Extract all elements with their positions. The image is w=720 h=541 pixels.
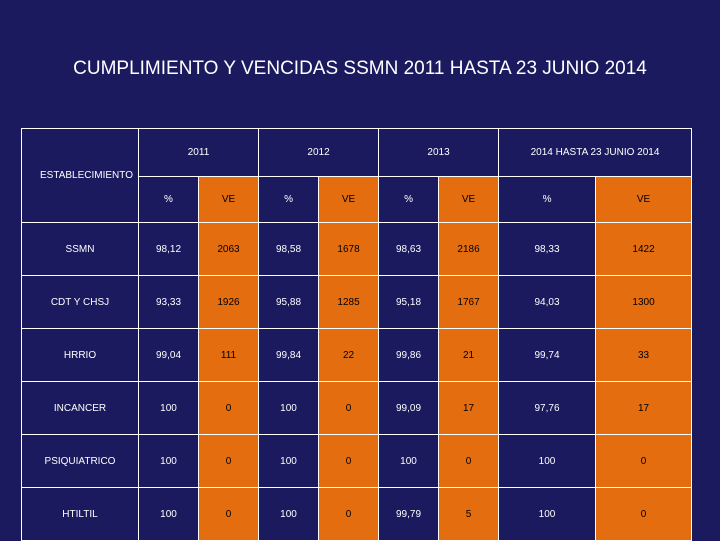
ve-cell: 0	[595, 487, 693, 541]
percent-cell: 93,33	[138, 275, 199, 329]
ve-cell: 0	[197, 434, 260, 488]
ve-cell: 2063	[197, 222, 260, 276]
percent-cell: 99,74	[498, 328, 597, 382]
percent-cell: 97,76	[498, 381, 597, 435]
percent-cell: 99,79	[378, 487, 440, 541]
percent-cell: 100	[138, 381, 199, 435]
percent-cell: 100	[138, 434, 199, 488]
ve-header: VE	[438, 176, 500, 223]
percent-cell: 99,09	[378, 381, 440, 435]
percent-cell: 98,63	[378, 222, 440, 276]
ve-cell: 0	[595, 434, 693, 488]
percent-cell: 100	[498, 487, 597, 541]
ve-header: VE	[318, 176, 380, 223]
ve-cell: 1678	[318, 222, 380, 276]
ve-cell: 111	[197, 328, 260, 382]
ve-cell: 33	[595, 328, 693, 382]
compliance-table: ESTABLECIMIENTO 2011 2012 2013 2014 HAST…	[21, 128, 693, 541]
ve-cell: 17	[438, 381, 500, 435]
ve-cell: 1767	[438, 275, 500, 329]
percent-cell: 99,04	[138, 328, 199, 382]
ve-cell: 0	[318, 434, 380, 488]
percent-cell: 94,03	[498, 275, 597, 329]
ve-cell: 0	[197, 381, 260, 435]
percent-cell: 100	[138, 487, 199, 541]
ve-cell: 2186	[438, 222, 500, 276]
ve-cell: 17	[595, 381, 693, 435]
ve-cell: 0	[318, 487, 380, 541]
table-row: HRRIO 99,04 111 99,84 22 99,86 21 99,74 33	[21, 328, 693, 382]
percent-cell: 100	[258, 434, 320, 488]
percent-header: %	[498, 176, 597, 223]
ve-cell: 1300	[595, 275, 693, 329]
table-row: INCANCER 100 0 100 0 99,09 17 97,76 17	[21, 381, 693, 435]
ve-cell: 1422	[595, 222, 693, 276]
table-row: HTILTIL 100 0 100 0 99,79 5 100 0	[21, 487, 693, 541]
percent-cell: 95,18	[378, 275, 440, 329]
percent-cell: 100	[258, 487, 320, 541]
percent-cell: 98,12	[138, 222, 199, 276]
row-label: SSMN	[21, 222, 139, 276]
row-label: HRRIO	[21, 328, 139, 382]
year-header: 2013	[378, 128, 500, 177]
ve-cell: 21	[438, 328, 500, 382]
percent-header: %	[258, 176, 320, 223]
ve-header: VE	[197, 176, 260, 223]
percent-header: %	[378, 176, 440, 223]
percent-cell: 100	[258, 381, 320, 435]
percent-cell: 95,88	[258, 275, 320, 329]
ve-cell: 0	[197, 487, 260, 541]
percent-cell: 100	[378, 434, 440, 488]
table-row: PSIQUIATRICO 100 0 100 0 100 0 100 0	[21, 434, 693, 488]
percent-cell: 98,33	[498, 222, 597, 276]
ve-cell: 5	[438, 487, 500, 541]
row-label: INCANCER	[21, 381, 139, 435]
percent-cell: 99,86	[378, 328, 440, 382]
percent-cell: 99,84	[258, 328, 320, 382]
row-label: PSIQUIATRICO	[21, 434, 139, 488]
row-label: HTILTIL	[21, 487, 139, 541]
percent-cell: 98,58	[258, 222, 320, 276]
ve-cell: 0	[438, 434, 500, 488]
establishment-header: ESTABLECIMIENTO	[21, 128, 139, 223]
page-title: CUMPLIMIENTO Y VENCIDAS SSMN 2011 HASTA …	[73, 58, 647, 79]
ve-cell: 1285	[318, 275, 380, 329]
ve-cell: 1926	[197, 275, 260, 329]
table-row: CDT Y CHSJ 93,33 1926 95,88 1285 95,18 1767 94,…	[21, 275, 693, 329]
percent-cell: 100	[498, 434, 597, 488]
year-header: 2012	[258, 128, 380, 177]
year-header: 2011	[137, 128, 260, 177]
sub-header-row: % VE % VE % VE % VE	[22, 176, 693, 223]
ve-cell: 22	[318, 328, 380, 382]
ve-header: VE	[595, 176, 693, 223]
row-label: CDT Y CHSJ	[21, 275, 139, 329]
percent-header: %	[138, 176, 199, 223]
table-row: SSMN 98,12 2063 98,58 1678 98,63 2186 98,33 1422	[21, 222, 693, 276]
ve-cell: 0	[318, 381, 380, 435]
year-header: 2014 HASTA 23 JUNIO 2014	[498, 128, 693, 177]
